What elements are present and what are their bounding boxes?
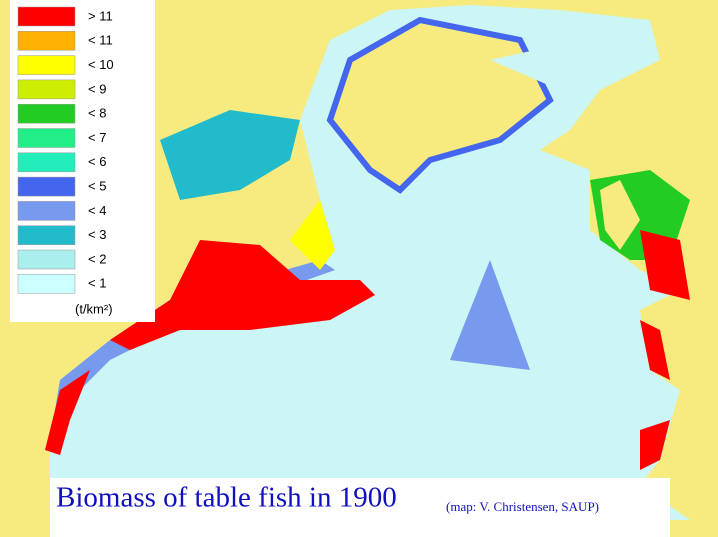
sea-ice: [490, 40, 600, 90]
hotspot: [45, 370, 90, 455]
legend-unit: (t/km²): [75, 301, 113, 316]
hotspot: [640, 230, 690, 300]
legend-label: > 11: [88, 8, 113, 23]
legend-swatch: [17, 274, 76, 294]
legend-swatch: [17, 31, 76, 51]
legend-swatch: [17, 152, 76, 173]
caption-box: [50, 478, 670, 537]
shelf: [450, 260, 530, 370]
legend-label: < 2: [88, 251, 106, 266]
legend-label: < 4: [88, 203, 106, 218]
legend-swatch: [17, 103, 76, 124]
hotspot: [640, 320, 670, 380]
hotspot: [110, 240, 375, 350]
legend-label: < 11: [88, 33, 113, 48]
greenland: [326, 16, 554, 194]
legend-label: < 9: [88, 81, 106, 96]
hotspot: [640, 420, 670, 470]
legend-label: < 1: [88, 276, 106, 291]
legend-label: < 10: [88, 57, 114, 72]
legend-label: < 6: [88, 154, 106, 169]
legend-swatch: [17, 79, 76, 100]
hotspot: [290, 200, 335, 270]
legend-swatch: [17, 201, 76, 221]
legend-label: < 3: [88, 227, 106, 242]
legend-label: < 7: [88, 130, 106, 145]
legend-label: < 5: [88, 179, 106, 194]
bay: [160, 110, 300, 200]
legend-swatch: [17, 176, 76, 197]
britain: [600, 180, 640, 250]
credit: (map: V. Christensen, SAUP): [446, 499, 599, 514]
title: Biomass of table fish in 1900: [56, 482, 397, 514]
ocean: [50, 5, 690, 520]
legend-swatch: [17, 128, 76, 148]
legend-label: < 8: [88, 106, 106, 121]
legend-swatch: [17, 249, 76, 270]
legend-swatch: [17, 225, 76, 245]
legend-swatch: [17, 6, 76, 27]
legend-swatch: [17, 55, 76, 75]
